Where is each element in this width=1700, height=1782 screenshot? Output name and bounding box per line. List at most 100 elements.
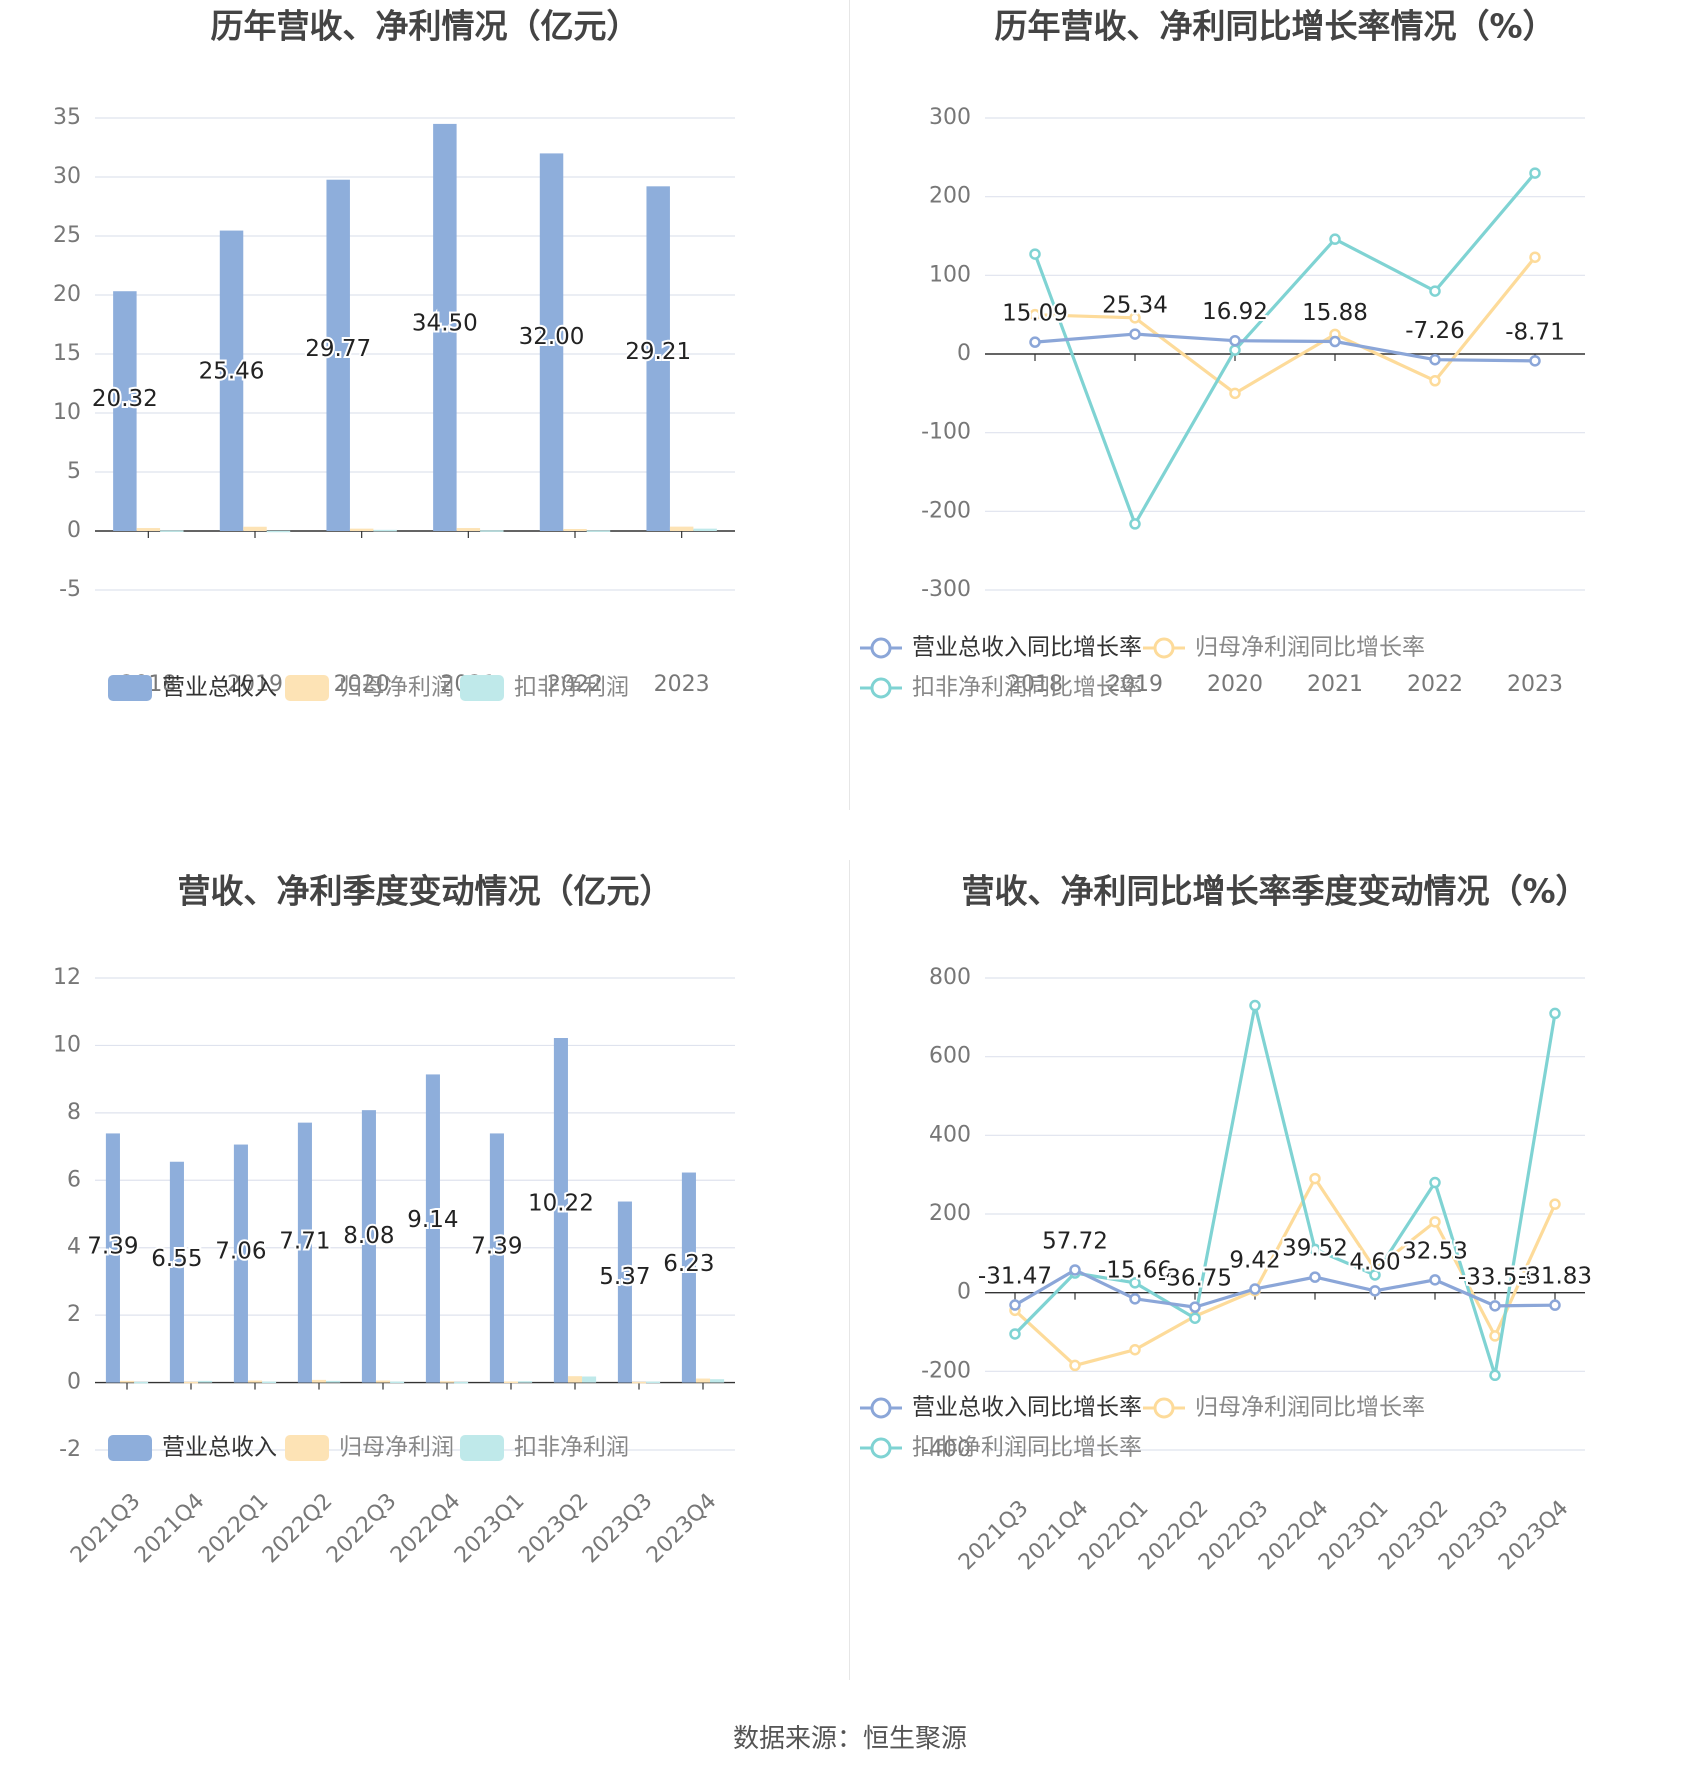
bar-revenue xyxy=(169,1161,184,1383)
bar-revenue xyxy=(553,1038,568,1383)
bar-net-profit xyxy=(375,1380,391,1383)
legend-marker xyxy=(1153,1397,1175,1419)
data-point xyxy=(1029,336,1041,348)
bar-deducted-profit xyxy=(646,1381,661,1384)
x-tick-label: 2023Q3 xyxy=(578,1489,657,1568)
legend-swatch xyxy=(460,1435,504,1461)
bar-deducted-profit xyxy=(198,1380,213,1383)
data-point xyxy=(1429,1274,1441,1286)
data-label: 29.21 xyxy=(625,339,691,365)
bar-revenue xyxy=(539,153,564,531)
quarterly-growth-rate-chart: 营收、净利同比增长率季度变动情况（%） 800 600 400 200 0 -200 -400… xyxy=(860,872,1594,1575)
x-tick-label: 2021Q4 xyxy=(130,1489,209,1568)
data-label: 34.50 xyxy=(412,311,478,337)
bar-revenue xyxy=(113,291,137,531)
y-tick-label: -300 xyxy=(921,577,971,602)
legend-swatch xyxy=(285,675,329,701)
bar-revenue xyxy=(489,1133,504,1383)
data-point xyxy=(1189,1312,1201,1324)
legend-label: 扣非净利润同比增长率 xyxy=(912,1435,1142,1461)
data-point xyxy=(1429,1176,1441,1189)
data-point xyxy=(1549,1007,1561,1020)
legend-label: 营业总收入同比增长率 xyxy=(912,1395,1142,1421)
data-point xyxy=(1549,1299,1561,1311)
y-tick-label: -400 xyxy=(921,1437,971,1462)
bar-net-profit xyxy=(631,1381,647,1384)
data-point xyxy=(1529,167,1541,179)
data-point xyxy=(1029,248,1041,260)
y-tick-label: 4 xyxy=(67,1235,81,1260)
bar-net-profit xyxy=(119,1380,135,1383)
x-tick-label: 2022Q4 xyxy=(386,1489,465,1568)
x-tick-label: 2022Q2 xyxy=(258,1489,337,1568)
data-label: 29.77 xyxy=(305,336,371,362)
bar-revenue xyxy=(361,1110,376,1383)
data-label: 7.39 xyxy=(471,1233,522,1259)
data-label: 16.92 xyxy=(1202,299,1268,325)
data-point xyxy=(1309,1271,1321,1283)
y-tick-label: 600 xyxy=(929,1044,971,1069)
bar-deducted-profit xyxy=(373,529,397,532)
x-tick-label: 2023 xyxy=(654,672,710,697)
bar-net-profit xyxy=(695,1378,711,1383)
data-point xyxy=(1329,233,1341,245)
bar-net-profit xyxy=(311,1379,327,1383)
x-tick-label: 2020 xyxy=(334,672,390,697)
legend-swatch xyxy=(108,1435,152,1461)
data-label: 57.72 xyxy=(1042,1228,1108,1254)
bar-revenue xyxy=(617,1201,632,1383)
data-label: 25.34 xyxy=(1102,293,1168,319)
data-point xyxy=(1189,1301,1201,1313)
series-line-revenue-growth xyxy=(1034,332,1536,363)
y-tick-label: 10 xyxy=(53,400,81,425)
data-point xyxy=(1249,1283,1261,1295)
bar-deducted-profit xyxy=(326,1380,341,1383)
data-label: -31.83 xyxy=(1518,1264,1592,1290)
bar-revenue xyxy=(433,123,457,532)
bar-deducted-profit xyxy=(134,1381,149,1384)
x-tick-label: 2022Q3 xyxy=(322,1489,401,1568)
legend-label: 营业总收入 xyxy=(162,1435,277,1461)
y-tick-label: -5 xyxy=(59,577,81,602)
y-tick-label: 5 xyxy=(67,459,81,484)
data-label: -15.66 xyxy=(1098,1257,1172,1283)
bar-deducted-profit xyxy=(586,530,611,532)
data-point xyxy=(1129,1277,1141,1289)
data-point xyxy=(1489,1369,1501,1382)
data-point xyxy=(1229,334,1241,347)
data-point xyxy=(1429,285,1441,297)
chart-panel-quarterly-growth: 营收、净利同比增长率季度变动情况（%） 800 600 400 200 0 -200 -400… xyxy=(850,850,1700,1710)
bar-deducted-profit xyxy=(160,530,184,532)
data-label: 15.09 xyxy=(1002,301,1068,327)
series-line-deducted-profit-growth xyxy=(1013,1003,1557,1377)
data-point xyxy=(1069,1264,1081,1276)
y-tick-label: -2 xyxy=(59,1437,81,1462)
bar-net-profit xyxy=(456,528,481,531)
legend-swatch xyxy=(460,675,504,701)
y-tick-label: 12 xyxy=(53,965,81,990)
data-label: 32.00 xyxy=(519,324,585,350)
data-point xyxy=(1229,344,1241,356)
x-tick-label: 2023 xyxy=(1507,672,1563,697)
y-tick-label: -200 xyxy=(921,498,971,523)
data-point xyxy=(1009,1328,1021,1340)
y-tick-label: 8 xyxy=(67,1100,81,1125)
x-tick-label: 2019 xyxy=(227,672,283,697)
data-label: 7.71 xyxy=(279,1228,330,1254)
data-point xyxy=(1129,1293,1141,1305)
data-label: 15.88 xyxy=(1302,300,1368,326)
bar-net-profit xyxy=(183,1381,199,1384)
y-tick-label: 2 xyxy=(67,1302,81,1327)
y-tick-label: 6 xyxy=(67,1167,81,1192)
y-tick-label: 0 xyxy=(957,341,971,366)
data-point xyxy=(1369,1285,1381,1297)
data-label: 9.42 xyxy=(1229,1247,1280,1273)
bar-revenue xyxy=(425,1074,440,1383)
legend-label: 归母净利润同比增长率 xyxy=(1195,635,1425,661)
bar-net-profit xyxy=(669,526,694,531)
data-point xyxy=(1309,1243,1321,1256)
data-label: 5.37 xyxy=(599,1264,650,1290)
y-tick-label: 400 xyxy=(929,1122,971,1147)
data-label: 9.14 xyxy=(407,1207,458,1233)
y-tick-label: 100 xyxy=(929,262,971,287)
